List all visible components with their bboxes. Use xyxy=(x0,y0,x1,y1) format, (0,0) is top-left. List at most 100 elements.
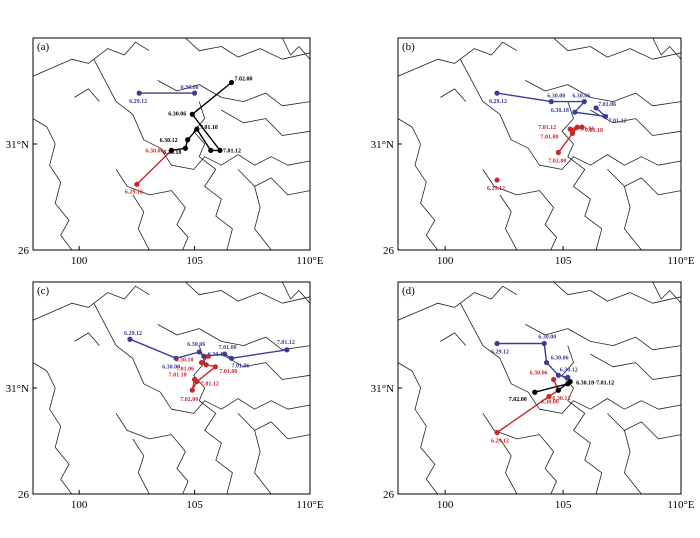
x-tick-label: 100 xyxy=(437,255,454,267)
track-point xyxy=(567,126,573,132)
track-point-label: 7.01.06 xyxy=(577,126,595,132)
boundary-line xyxy=(33,118,73,250)
track-point-label: 6.30.18 xyxy=(176,358,194,364)
panel-frame xyxy=(397,37,682,251)
panel-label: (b) xyxy=(402,41,415,53)
boundary-line xyxy=(590,353,681,380)
track-point-label: 7.01.00 xyxy=(541,134,559,140)
track-point xyxy=(574,124,580,130)
track-point-label: 6.30.00 xyxy=(547,94,565,100)
track-point xyxy=(228,79,235,86)
track-point xyxy=(543,359,550,366)
x-tick-label: 105 xyxy=(186,499,203,511)
boundary-line xyxy=(157,80,310,107)
track-point-label: 6.30.12 xyxy=(560,367,578,373)
track-point-label: 6.29.12 xyxy=(124,331,142,337)
boundary-line xyxy=(132,194,150,250)
boundary-line xyxy=(590,109,681,136)
boundary-line xyxy=(74,332,100,346)
boundary-line xyxy=(482,169,557,250)
boundary-line xyxy=(185,282,310,304)
track-point-label: 6.30.06 xyxy=(168,111,186,117)
track-point-label: 7.02.00 xyxy=(180,397,198,403)
y-tick-label: 26 xyxy=(383,245,395,257)
track-point xyxy=(228,355,235,361)
boundary-line xyxy=(440,332,467,346)
y-tick-label: 26 xyxy=(383,489,395,501)
boundary-line xyxy=(398,41,518,77)
x-tick-label: 105 xyxy=(555,499,572,511)
panel-content xyxy=(33,38,310,250)
track-point xyxy=(208,147,214,153)
track-point xyxy=(555,372,561,378)
track-line xyxy=(136,149,172,185)
x-tick-label: 105 xyxy=(186,255,203,267)
boundary-line xyxy=(525,80,681,107)
track-point xyxy=(572,109,578,115)
track-point xyxy=(221,351,228,357)
boundary-line xyxy=(398,362,438,494)
x-tick-label: 110°E xyxy=(296,499,323,511)
boundary-line xyxy=(652,38,681,60)
boundary-line xyxy=(281,282,310,304)
x-tick-label: 100 xyxy=(71,499,88,511)
track-point xyxy=(581,99,587,105)
track-point xyxy=(205,353,212,359)
boundary-line xyxy=(254,186,272,250)
boundary-line xyxy=(553,38,681,60)
track-point xyxy=(551,376,557,383)
boundary-line xyxy=(115,169,189,250)
y-tick-label: 26 xyxy=(18,245,30,257)
boundary-line xyxy=(553,282,681,304)
track-point-label: 6.29.12 xyxy=(491,349,509,355)
boundary-line xyxy=(254,430,272,494)
boundary-line xyxy=(74,88,100,102)
y-tick-label: 31°N xyxy=(6,383,29,395)
track-point-label: 7.01.18 xyxy=(169,373,187,379)
track-point xyxy=(217,147,223,153)
track-point-label: 7.01.18 xyxy=(200,125,218,131)
track-point xyxy=(532,389,538,395)
track-point-label: 6.30.12 xyxy=(552,396,570,402)
boundary-line xyxy=(193,345,233,494)
track-point-label: 6.29.12 xyxy=(489,99,507,105)
track-point xyxy=(189,387,195,393)
y-tick-label: 26 xyxy=(18,489,30,501)
track-point xyxy=(191,376,198,383)
boundary-line xyxy=(281,38,310,60)
track-point xyxy=(189,111,195,117)
track-point xyxy=(203,362,209,368)
track-point-label: 7.01.00 xyxy=(219,345,237,351)
track-line xyxy=(534,381,571,393)
track-point-label: 6.29.12 xyxy=(125,189,143,195)
panel-label: (a) xyxy=(37,41,50,53)
panel-frame xyxy=(397,281,682,495)
x-tick-label: 110°E xyxy=(667,255,694,267)
track-point-label: 6.30.00 xyxy=(541,399,559,405)
track-point-label: 6.30.06 xyxy=(530,371,548,377)
boundary-line xyxy=(132,438,150,494)
boundary-line xyxy=(115,413,189,494)
boundary-line xyxy=(499,438,518,494)
boundary-line xyxy=(93,59,310,170)
panel-content xyxy=(33,282,310,494)
track-point xyxy=(284,347,290,353)
track-point xyxy=(494,340,500,347)
track-point xyxy=(565,374,571,380)
track-point-label: 6.30.06 xyxy=(572,94,590,100)
track-point xyxy=(201,353,207,359)
track-point xyxy=(546,393,552,400)
track-point xyxy=(196,349,202,355)
track-point-label: 7.01.18 xyxy=(585,128,603,134)
track-point xyxy=(194,126,200,132)
boundary-line xyxy=(157,324,310,351)
boundary-line xyxy=(33,41,150,77)
x-tick-label: 100 xyxy=(71,255,88,267)
track-point-label: 7.01.12 xyxy=(609,118,627,124)
track-point xyxy=(494,429,500,436)
panel-label: (d) xyxy=(402,285,415,297)
track-point-label: 6.29.12 xyxy=(491,439,509,445)
y-tick-label: 31°N xyxy=(6,139,29,151)
track-point-label: 7.02.00 xyxy=(235,77,253,83)
